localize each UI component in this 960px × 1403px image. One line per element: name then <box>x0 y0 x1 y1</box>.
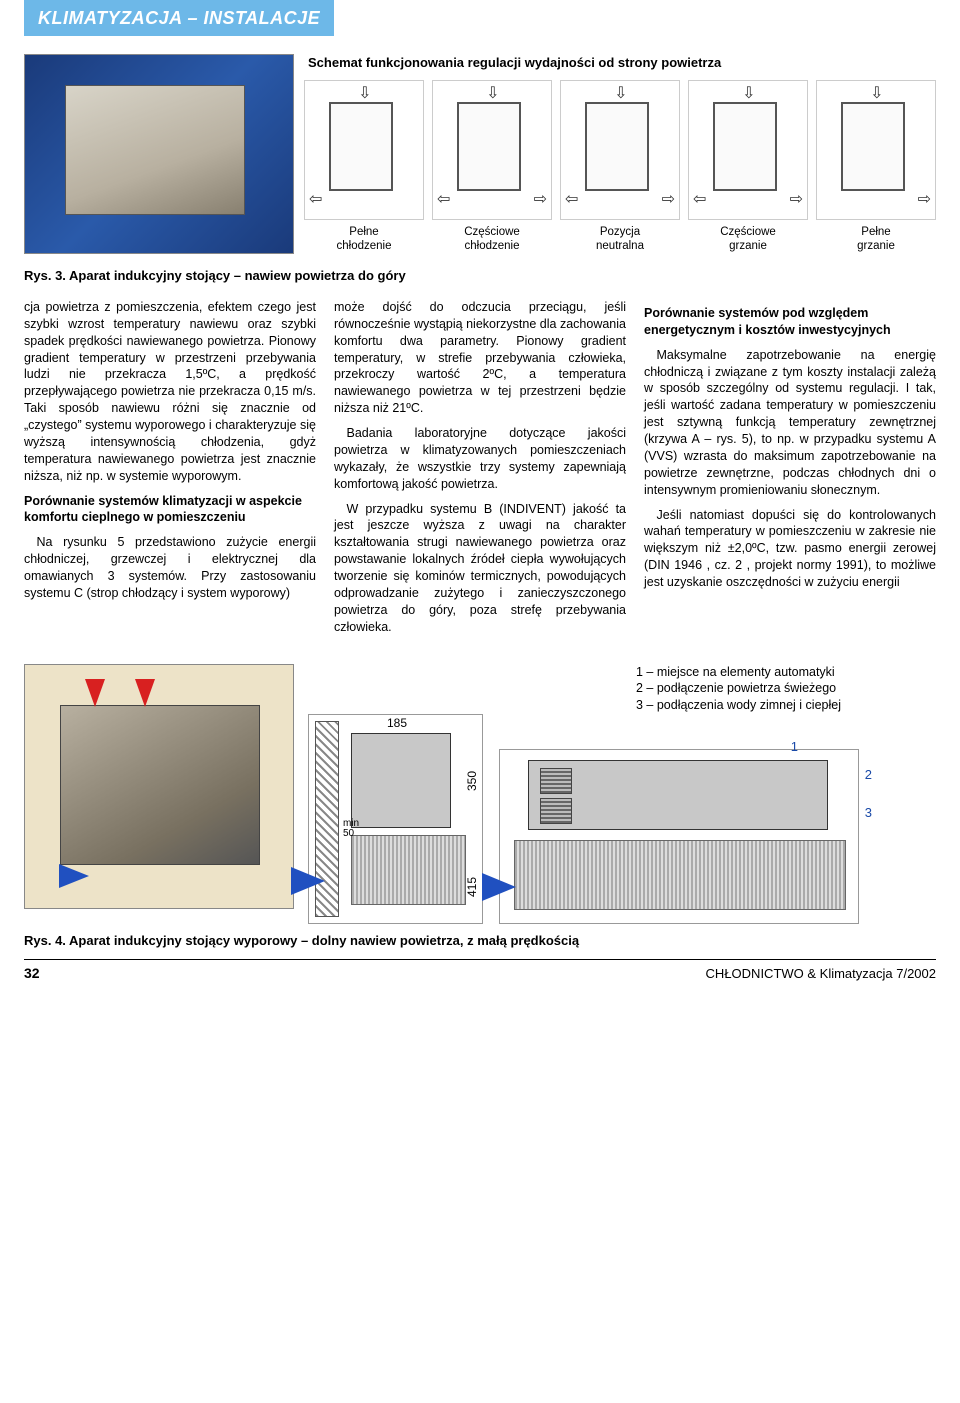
legend-line: 2 – podłączenie powietrza świeżego <box>636 680 936 697</box>
column-2: może dojść do odczucia przeciągu, jeśli … <box>334 299 626 644</box>
callout-number: 1 <box>791 738 798 756</box>
publication-name: CHŁODNICTWO & Klimatyzacja 7/2002 <box>706 965 936 983</box>
fig4-caption: Rys. 4. Aparat indukcyjny stojący wyporo… <box>24 932 936 950</box>
schematic-label: Pełne chłodzenie <box>304 226 424 254</box>
body-subheading: Porównanie systemów klimatyzacji w aspek… <box>24 493 316 527</box>
schematic-item: ⇩⇨ Pełne grzanie <box>816 80 936 254</box>
schematic-item: ⇩⇦⇨ Częściowe grzanie <box>688 80 808 254</box>
legend-line: 3 – podłączenia wody zimnej i ciepłej <box>636 697 936 714</box>
fig4-side-view: 185 350 415 min 50 <box>308 714 483 924</box>
body-subheading: Porównanie systemów pod względem energet… <box>644 305 936 339</box>
body-paragraph: Jeśli natomiast dopuści się do kontrolow… <box>644 507 936 591</box>
body-paragraph: może dojść do odczucia przeciągu, jeśli … <box>334 299 626 417</box>
schematic-label: Pozycja neutralna <box>560 226 680 254</box>
body-paragraph: W przypadku systemu B (INDIVENT) jakość … <box>334 501 626 636</box>
fig4-legend: 1 – miejsce na elementy automatyki 2 – p… <box>636 664 936 715</box>
column-3: Porównanie systemów pod względem energet… <box>644 299 936 644</box>
body-paragraph: Maksymalne zapotrzebowanie na energię ch… <box>644 347 936 499</box>
callout-number: 2 <box>865 766 872 784</box>
fig3-caption: Rys. 3. Aparat indukcyjny stojący – nawi… <box>24 267 936 285</box>
dimension: 350 <box>464 771 480 791</box>
fig4-diagram-area: 1 – miejsce na elementy automatyki 2 – p… <box>308 664 936 924</box>
legend-line: 1 – miejsce na elementy automatyki <box>636 664 936 681</box>
schematic-item: ⇩⇦⇨ Pozycja neutralna <box>560 80 680 254</box>
fig3-schematic-title: Schemat funkcjonowania regulacji wydajno… <box>304 54 936 72</box>
callout-number: 3 <box>865 804 872 822</box>
section-header: KLIMATYZACJA – INSTALACJE <box>24 0 334 36</box>
schematic-label: Pełne grzanie <box>816 226 936 254</box>
schematic-item: ⇩⇦⇨ Częściowe chłodzenie <box>432 80 552 254</box>
fig3-photo <box>24 54 294 254</box>
figure-4-row: 1 – miejsce na elementy automatyki 2 – p… <box>24 664 936 924</box>
dimension: min 50 <box>343 819 359 839</box>
body-text: cja powietrza z pomieszczenia, efektem c… <box>24 299 936 644</box>
page-footer: 32 CHŁODNICTWO & Klimatyzacja 7/2002 <box>24 959 936 983</box>
body-paragraph: Badania laboratoryjne dotyczące jakości … <box>334 425 626 493</box>
dimension: 415 <box>464 877 480 897</box>
dimension: 185 <box>387 715 407 731</box>
figure-3-row: Schemat funkcjonowania regulacji wydajno… <box>24 54 936 259</box>
schematic-item: ⇩⇦ Pełne chłodzenie <box>304 80 424 254</box>
body-paragraph: cja powietrza z pomieszczenia, efektem c… <box>24 299 316 485</box>
schematic-label: Częściowe chłodzenie <box>432 226 552 254</box>
fig4-front-view: 1 2 3 <box>499 749 859 924</box>
fig4-photo <box>24 664 294 909</box>
column-1: cja powietrza z pomieszczenia, efektem c… <box>24 299 316 644</box>
page-number: 32 <box>24 964 40 983</box>
fig3-schematic-area: Schemat funkcjonowania regulacji wydajno… <box>304 54 936 259</box>
body-paragraph: Na rysunku 5 przedstawiono zużycie energ… <box>24 534 316 602</box>
schematic-label: Częściowe grzanie <box>688 226 808 254</box>
